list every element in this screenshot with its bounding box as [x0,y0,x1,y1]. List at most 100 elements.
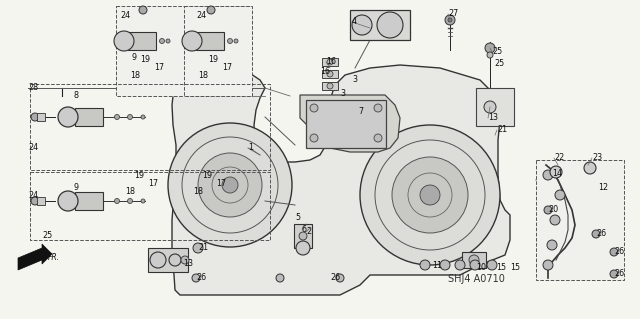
Circle shape [374,104,382,112]
Text: 5: 5 [295,213,300,222]
Text: 20: 20 [548,205,558,214]
Text: 25: 25 [42,232,52,241]
Circle shape [544,206,552,214]
Circle shape [115,198,120,204]
Text: 17: 17 [148,180,158,189]
Circle shape [150,252,166,268]
Circle shape [198,153,262,217]
Bar [294,224,312,248]
Text: 2: 2 [306,227,311,236]
Circle shape [485,43,495,53]
Circle shape [455,260,465,270]
Text: 24: 24 [120,11,130,20]
Text: 24: 24 [196,11,206,20]
Bar [37,113,45,121]
Circle shape [58,191,78,211]
Bar [30,84,270,170]
Text: 9: 9 [74,183,79,192]
Bar [75,192,103,210]
Bar [148,248,188,272]
Circle shape [127,198,132,204]
Text: 22: 22 [554,153,564,162]
Text: 16: 16 [326,57,336,66]
Circle shape [374,134,382,142]
Circle shape [141,199,145,203]
Circle shape [360,125,500,265]
Circle shape [169,254,181,266]
Text: 19: 19 [202,172,212,181]
Circle shape [166,39,170,43]
Text: 15: 15 [496,263,506,272]
Circle shape [440,260,450,270]
Circle shape [555,190,565,200]
Circle shape [484,101,496,113]
Bar [536,160,624,280]
Circle shape [420,260,430,270]
Circle shape [234,39,238,43]
Text: 26: 26 [330,273,340,283]
Text: 3: 3 [352,76,357,85]
Text: 13: 13 [488,114,498,122]
Circle shape [550,166,562,178]
Text: 26: 26 [196,273,206,283]
Text: 24: 24 [28,144,38,152]
Circle shape [141,115,145,119]
Bar [462,252,486,268]
Circle shape [327,83,333,89]
Circle shape [182,31,202,51]
Text: 7: 7 [358,108,363,116]
Circle shape [445,15,455,25]
Circle shape [352,15,372,35]
Text: 24: 24 [28,191,38,201]
Bar [350,10,410,40]
Circle shape [377,12,403,38]
Bar [322,70,338,78]
Text: 21: 21 [198,243,208,253]
Circle shape [114,31,134,51]
Text: 18: 18 [198,71,208,80]
Circle shape [420,185,440,205]
Text: 12: 12 [598,183,608,192]
Text: 8: 8 [74,92,79,100]
Circle shape [550,215,560,225]
Text: SHJ4 A0710: SHJ4 A0710 [448,274,505,284]
Circle shape [547,240,557,250]
Bar [322,82,338,90]
Text: 18: 18 [125,188,135,197]
Circle shape [222,177,238,193]
Polygon shape [300,95,400,152]
Circle shape [58,107,78,127]
Text: 19: 19 [208,56,218,64]
Bar [116,6,251,96]
Circle shape [139,6,147,14]
Circle shape [336,274,344,282]
Text: 27: 27 [448,10,458,19]
Circle shape [296,241,310,255]
Text: 18: 18 [130,71,140,80]
Polygon shape [18,244,52,270]
Text: 19: 19 [140,56,150,64]
Text: 16: 16 [320,68,330,77]
Text: 9: 9 [132,54,137,63]
Circle shape [207,6,215,14]
Bar [322,58,338,66]
Circle shape [610,248,618,256]
Text: 17: 17 [222,63,232,72]
Circle shape [448,18,452,22]
Text: 4: 4 [352,18,357,26]
Bar [75,108,103,126]
Text: 17: 17 [216,180,226,189]
Bar [196,32,224,50]
Circle shape [168,123,292,247]
Circle shape [392,157,468,233]
Text: 26: 26 [614,270,624,278]
Circle shape [227,39,232,43]
Circle shape [192,274,200,282]
Text: 18: 18 [193,188,203,197]
Bar [184,6,252,96]
Circle shape [115,115,120,120]
Circle shape [181,256,189,264]
Circle shape [31,113,39,121]
Circle shape [327,71,333,77]
Circle shape [470,260,480,270]
